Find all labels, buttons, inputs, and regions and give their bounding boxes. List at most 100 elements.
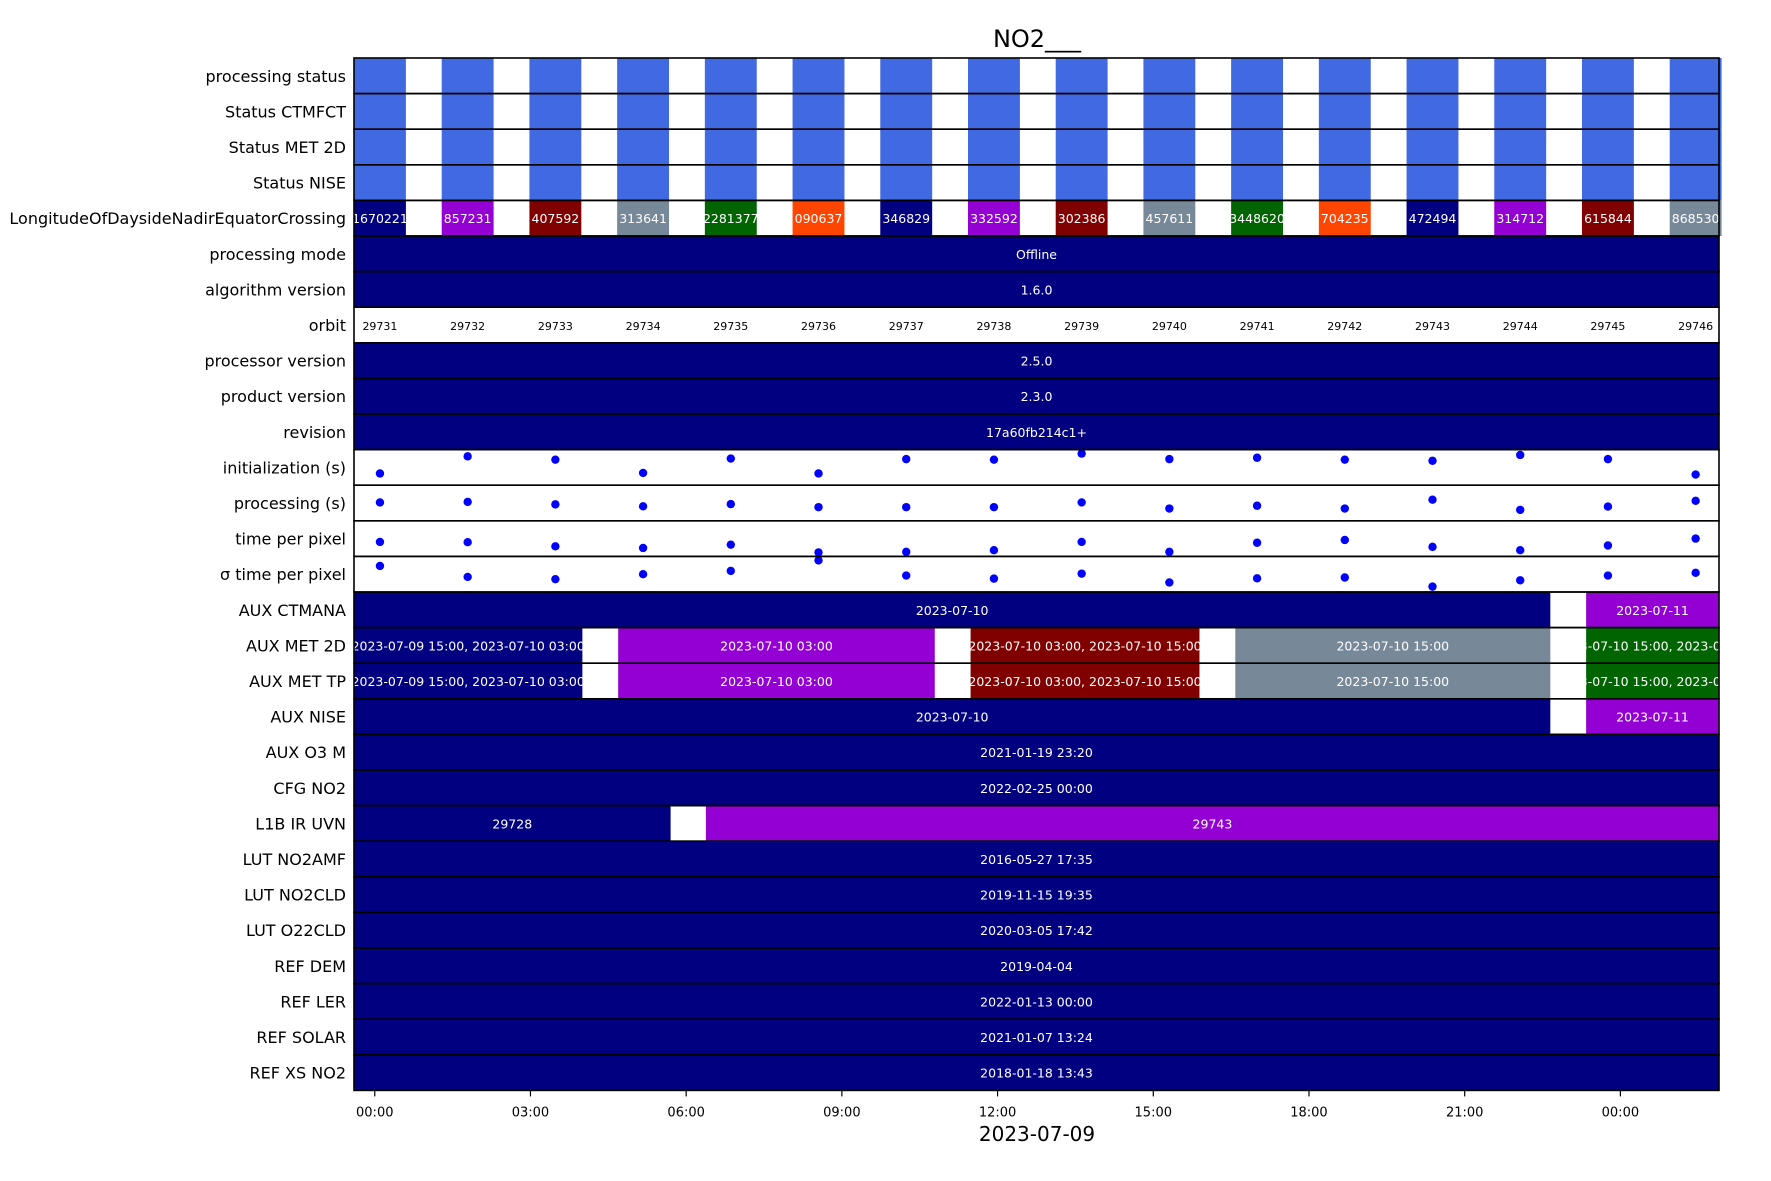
status-bar bbox=[1406, 164, 1459, 201]
scatter-point bbox=[1516, 545, 1525, 555]
status-bar bbox=[967, 129, 1020, 165]
status-bar bbox=[1143, 164, 1196, 201]
row-label-aux-o3-m: AUX O3 M bbox=[266, 743, 346, 762]
timeline-rows: processing status Status CTMFCT Status MET… bbox=[9, 58, 1749, 1091]
status-bar bbox=[880, 129, 933, 165]
longitude-label: 1670221 bbox=[352, 211, 408, 226]
span-label-ref-xs-no2: 2018-01-18 13:43 bbox=[980, 1066, 1093, 1081]
span-bar-aux-o3-m bbox=[354, 734, 1719, 770]
status-bar bbox=[1581, 129, 1634, 165]
status-bar bbox=[967, 164, 1020, 201]
scatter-point bbox=[814, 502, 823, 512]
segment-bar bbox=[618, 663, 935, 699]
longitude-bar bbox=[880, 200, 933, 236]
status-bar bbox=[1055, 129, 1108, 165]
segment-label: 2023-07-09 15:00, 2023-07-10 03:00 bbox=[352, 638, 585, 653]
span-label-ref-solar: 2021-01-07 13:24 bbox=[980, 1030, 1093, 1045]
status-bar bbox=[704, 93, 757, 130]
status-bar bbox=[1581, 164, 1634, 201]
scatter-point bbox=[1428, 495, 1437, 504]
status-bar bbox=[354, 129, 406, 165]
status-bar bbox=[1231, 58, 1284, 94]
segment-bar bbox=[354, 805, 671, 842]
span-label-product-version: 2.3.0 bbox=[1021, 389, 1053, 404]
x-tick-label: 15:00 bbox=[1135, 1105, 1172, 1120]
row-label-status-ctmfct: Status CTMFCT bbox=[225, 102, 346, 121]
row-label-processor-version: processor version bbox=[204, 352, 346, 371]
x-axis: 00:00 03:00 06:00 09:00 12:00 15:00 18:00 21:00… bbox=[356, 1090, 1639, 1120]
scatter-point bbox=[1691, 534, 1700, 543]
scatter-point bbox=[989, 502, 999, 512]
scatter-point bbox=[1252, 538, 1262, 547]
status-bar bbox=[1494, 93, 1547, 130]
span-bar-cfg-no2 bbox=[354, 770, 1719, 806]
row-label-product-version: product version bbox=[221, 387, 346, 406]
status-bar bbox=[529, 58, 582, 94]
row-label-ref-dem: REF DEM bbox=[274, 957, 346, 976]
segment-label: 2023-07-10 03:00 bbox=[720, 638, 833, 653]
scatter-point bbox=[1691, 470, 1700, 479]
segment-label: 2023-07-11 bbox=[1616, 603, 1689, 618]
scatter-point bbox=[551, 574, 560, 584]
scatter-point bbox=[1165, 454, 1174, 464]
status-bar bbox=[792, 93, 845, 130]
scatter-point bbox=[1428, 456, 1437, 465]
scatter-point bbox=[638, 570, 648, 579]
status-bar bbox=[354, 93, 406, 130]
row-label-aux-ctmana: AUX CTMANA bbox=[239, 601, 346, 620]
segment-bar bbox=[705, 805, 1719, 842]
scatter-point bbox=[1077, 569, 1086, 578]
orbit-label: 29744 bbox=[1503, 320, 1538, 333]
segment-label: 29743 bbox=[1193, 816, 1233, 831]
x-tick-label: 06:00 bbox=[667, 1105, 704, 1120]
scatter-point bbox=[726, 566, 736, 576]
status-bar bbox=[1406, 93, 1459, 130]
status-bar bbox=[880, 58, 933, 94]
row-label-aux-met-2d: AUX MET 2D bbox=[246, 636, 346, 655]
scatter-point bbox=[638, 543, 648, 553]
longitude-bar bbox=[354, 200, 406, 236]
orbit-label: 29738 bbox=[976, 320, 1011, 333]
scatter-point bbox=[989, 574, 999, 583]
x-tick-label: 21:00 bbox=[1446, 1105, 1483, 1120]
status-bar bbox=[967, 93, 1020, 130]
span-bar-ref-solar bbox=[354, 1019, 1719, 1055]
row-label-l1b-ir-uvn: L1B IR UVN bbox=[255, 814, 346, 833]
scatter-point bbox=[814, 548, 823, 557]
scatter-points bbox=[375, 449, 1700, 591]
segment-label: 2023-07-10 15:00, 2023-07-11 bbox=[1556, 638, 1749, 653]
x-axis-label: 2023-07-09 bbox=[979, 1122, 1095, 1146]
status-bar bbox=[1494, 58, 1547, 94]
scatter-point bbox=[638, 502, 648, 511]
scatter-point bbox=[902, 454, 911, 464]
orbit-label: 29737 bbox=[889, 320, 924, 333]
span-label-ref-ler: 2022-01-13 00:00 bbox=[980, 994, 1093, 1009]
span-label-lut-no2cld: 2019-11-15 19:35 bbox=[980, 888, 1093, 903]
orbit-label: 29732 bbox=[450, 320, 485, 333]
status-bar bbox=[1318, 93, 1371, 130]
span-bar-lut-no2cld bbox=[354, 876, 1719, 913]
row-label-lut-no2amf: LUT NO2AMF bbox=[243, 850, 346, 869]
status-bar bbox=[1406, 129, 1459, 165]
x-tick-label: 18:00 bbox=[1290, 1105, 1327, 1120]
segment-label: 2023-07-11 bbox=[1616, 710, 1689, 725]
row-label-longitudeofdaysidenadirequatorcrossing: LongitudeOfDaysideNadirEquatorCrossing bbox=[9, 209, 346, 228]
span-bar-processing-mode bbox=[354, 236, 1719, 272]
status-bar bbox=[704, 164, 757, 201]
row-label-ref-xs-no2: REF XS NO2 bbox=[250, 1064, 346, 1083]
scatter-point bbox=[463, 537, 472, 547]
longitude-bar bbox=[1406, 200, 1459, 236]
scatter-point bbox=[1516, 505, 1525, 515]
scatter-point bbox=[989, 455, 999, 464]
status-bar bbox=[354, 58, 406, 94]
status-bar bbox=[1231, 93, 1284, 130]
scatter-point bbox=[1428, 542, 1437, 552]
segment-bar bbox=[970, 627, 1200, 664]
orbit-label: 29736 bbox=[801, 320, 836, 333]
status-bar bbox=[1143, 93, 1196, 130]
longitude-bar bbox=[1494, 200, 1547, 236]
longitude-label: 868530 bbox=[1672, 211, 1720, 226]
status-bar bbox=[441, 129, 494, 165]
longitude-bar bbox=[1318, 200, 1371, 236]
row-label-lut-o22cld: LUT O22CLD bbox=[246, 921, 346, 940]
